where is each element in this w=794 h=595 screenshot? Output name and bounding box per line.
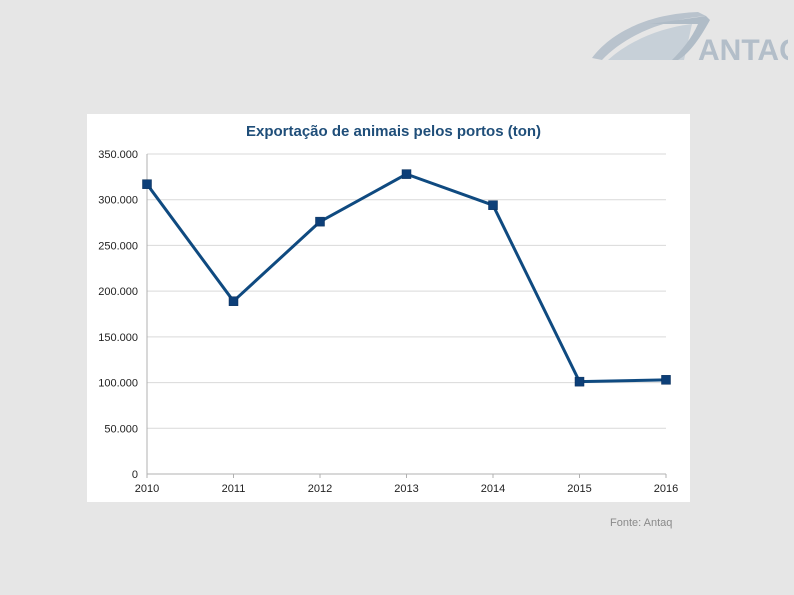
antaq-logo-graphic: ANTAQ [592, 12, 794, 67]
line-chart: Exportação de animais pelos portos (ton)… [98, 123, 678, 495]
chart-panel: Exportação de animais pelos portos (ton)… [87, 114, 690, 502]
y-tick-label: 100.000 [98, 378, 138, 390]
data-point [574, 376, 585, 387]
x-tick-label: 2013 [394, 483, 418, 495]
x-tick-label: 2016 [654, 483, 678, 495]
data-point [488, 200, 498, 210]
x-tick-label: 2011 [222, 483, 246, 495]
data-point [315, 216, 325, 227]
y-tick-label: 250.000 [98, 240, 138, 252]
chart-title: Exportação de animais pelos portos (ton) [246, 123, 541, 140]
x-tick-label: 2012 [308, 483, 332, 495]
y-tick-label: 0 [132, 469, 138, 481]
y-tick-label: 200.000 [98, 286, 138, 298]
data-point [661, 375, 671, 385]
x-tick-label: 2015 [567, 483, 591, 495]
y-tick-label: 300.000 [98, 195, 138, 207]
data-point [228, 296, 239, 306]
series-line [145, 172, 667, 384]
source-note: Fonte: Antaq [610, 517, 673, 529]
x-tick-label: 2014 [481, 483, 505, 495]
y-tick-label: 350.000 [98, 149, 138, 161]
y-tick-label: 50.000 [104, 423, 138, 435]
antaq-logo: ANTAQ [588, 6, 794, 67]
logo-text: ANTAQ [698, 34, 788, 64]
data-point [401, 169, 412, 179]
y-tick-label: 150.000 [98, 332, 138, 344]
data-point [142, 179, 152, 189]
x-tick-label: 2010 [135, 483, 159, 495]
